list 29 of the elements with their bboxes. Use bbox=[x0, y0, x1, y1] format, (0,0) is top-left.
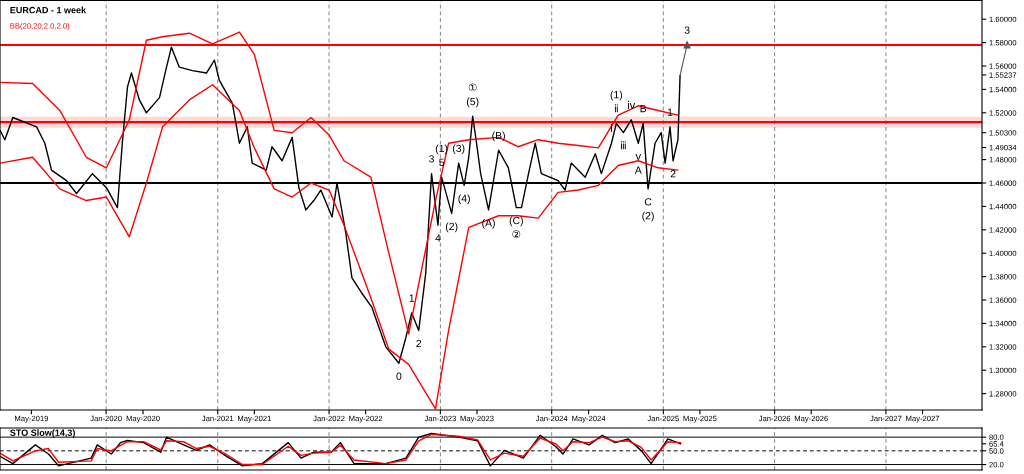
annotation: 5 bbox=[439, 158, 445, 167]
annotation: (1) bbox=[610, 90, 623, 101]
annotation: (A) bbox=[482, 218, 495, 229]
annotation: ⅲ bbox=[621, 141, 626, 150]
annotation: (2) bbox=[642, 211, 654, 222]
annotation: (C) bbox=[509, 216, 523, 227]
annotation: (3) bbox=[452, 144, 465, 155]
annotation: (4) bbox=[458, 194, 470, 205]
chart-title: STO Slow(14,3) bbox=[10, 429, 75, 438]
annotation: 3 bbox=[684, 26, 690, 34]
annotation: B bbox=[640, 104, 647, 113]
annotation: ① bbox=[468, 83, 477, 92]
annotation: (5) bbox=[466, 97, 479, 108]
annotation: ⅳ bbox=[628, 100, 636, 109]
annotation: ⅰ bbox=[611, 124, 612, 133]
annotation: (2) bbox=[445, 222, 458, 233]
annotation: C bbox=[644, 198, 652, 206]
annotation: 0 bbox=[396, 372, 402, 380]
annotation: 3 bbox=[429, 155, 434, 163]
annotation: 2 bbox=[416, 339, 422, 348]
text: EURCAD - 1 week bbox=[10, 6, 87, 14]
annotation: ⅴ bbox=[635, 154, 642, 160]
annotation: 1 bbox=[409, 294, 415, 302]
annotation: A bbox=[634, 166, 642, 174]
annotation: 4 bbox=[435, 234, 441, 242]
annotation: 2 bbox=[670, 170, 676, 178]
annotation: 1 bbox=[667, 108, 673, 116]
annotation: ② bbox=[512, 230, 521, 239]
annotation: ⅱ bbox=[614, 104, 618, 113]
